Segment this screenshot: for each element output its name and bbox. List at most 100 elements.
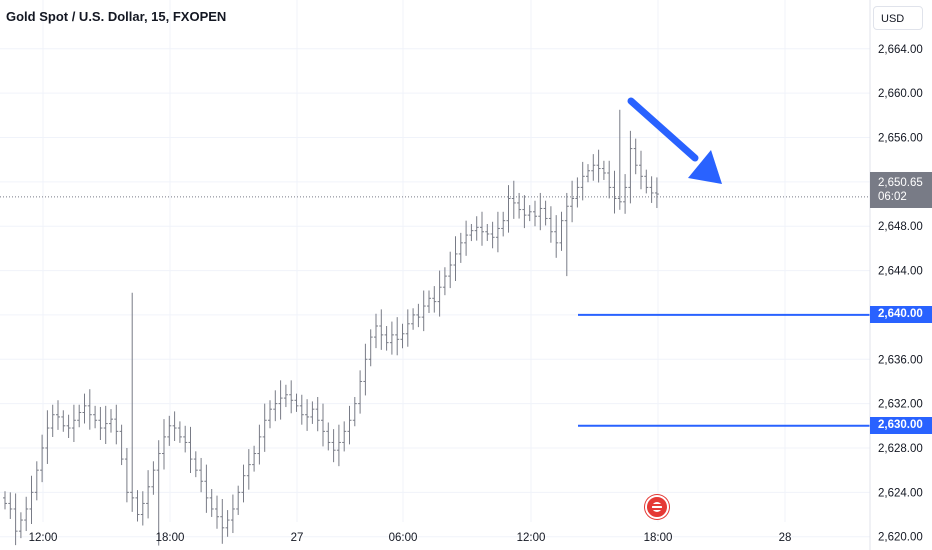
level-badge-2630[interactable]: 2,630.00	[870, 417, 932, 435]
ohlc-bar	[495, 211, 500, 253]
ohlc-bar	[305, 399, 310, 431]
horizontal-levels[interactable]	[578, 313, 870, 427]
ohlc-bar	[50, 404, 55, 438]
us-flag-icon[interactable]	[645, 495, 669, 519]
ohlc-bar	[103, 405, 108, 444]
time-axis[interactable]: 12:00 18:00 27 06:00 12:00 18:00 28	[29, 532, 792, 544]
ohlc-bar	[480, 211, 484, 246]
ohlc-bar	[299, 394, 304, 425]
ohlc-bar	[580, 161, 585, 201]
ohlc-bar	[649, 176, 654, 203]
ohlc-bar	[29, 475, 34, 524]
ohlc-bar	[241, 464, 246, 503]
ohlc-bar	[543, 200, 548, 226]
symbol-title: Gold Spot / U.S. Dollar, 15, FXOPEN	[6, 9, 227, 24]
ohlc-bar	[130, 292, 135, 512]
ohlc-bar	[315, 396, 320, 432]
ohlc-bar	[215, 495, 219, 529]
x-tick-label: 18:00	[156, 532, 185, 544]
ohlc-bar	[109, 409, 113, 433]
ohlc-bar	[119, 424, 124, 466]
ohlc-bars	[3, 109, 659, 546]
ohlc-bar	[347, 405, 352, 445]
y-tick-label: 2,644.00	[878, 266, 923, 278]
ohlc-bar	[400, 323, 405, 349]
ohlc-bar	[389, 321, 394, 355]
ohlc-bar	[162, 419, 166, 470]
x-tick-label: 12:00	[517, 532, 546, 544]
ohlc-bar	[93, 405, 98, 429]
price-axis[interactable]: 2,664.002,660.002,656.002,652.002,648.00…	[878, 44, 923, 544]
currency-button[interactable]: USD	[873, 6, 923, 30]
ohlc-bar	[252, 445, 257, 472]
ohlc-bar	[559, 211, 564, 251]
ohlc-bar	[421, 290, 426, 332]
x-tick-label: 18:00	[644, 532, 673, 544]
ohlc-bar	[257, 424, 262, 465]
ohlc-bar	[464, 220, 469, 256]
down-right-arrow-icon[interactable]	[627, 97, 722, 184]
ohlc-bar	[172, 411, 177, 441]
level-badge-2640[interactable]: 2,640.00	[870, 306, 932, 324]
ohlc-bar	[114, 404, 119, 445]
ohlc-bar	[151, 461, 156, 495]
ohlc-bar	[490, 221, 495, 249]
ohlc-bar	[474, 216, 479, 241]
x-tick-label: 27	[291, 532, 304, 544]
y-tick-label: 2,624.00	[878, 487, 923, 499]
ohlc-bar	[246, 449, 251, 490]
ohlc-bar	[469, 223, 474, 242]
ohlc-bar	[13, 493, 18, 546]
ohlc-bar	[289, 380, 294, 414]
ohlc-bar	[432, 286, 437, 313]
y-tick-label: 2,656.00	[878, 133, 923, 145]
current-price-badge: 2,650.65 06:02	[870, 172, 932, 208]
ohlc-bar	[358, 370, 363, 414]
ohlc-bar	[506, 185, 511, 233]
ohlc-bar	[124, 447, 129, 503]
ohlc-bar	[374, 313, 378, 349]
ohlc-bar	[199, 457, 204, 493]
ohlc-bar	[511, 180, 516, 219]
ohlc-bar	[193, 451, 198, 478]
ohlc-bar	[617, 109, 622, 210]
y-tick-label: 2,664.00	[878, 44, 923, 56]
y-tick-label: 2,648.00	[878, 221, 923, 233]
ohlc-bar	[501, 211, 506, 237]
ohlc-bar	[135, 490, 140, 522]
ohlc-bar	[548, 206, 553, 243]
ohlc-bar	[45, 410, 50, 464]
y-tick-label: 2,628.00	[878, 443, 923, 455]
current-price-label: 2,650.65	[878, 177, 923, 189]
ohlc-bar	[140, 491, 145, 526]
ohlc-bar	[87, 389, 92, 430]
ohlc-bar	[575, 177, 580, 208]
ohlc-bar	[442, 267, 447, 296]
ohlc-bar	[82, 393, 87, 424]
ohlc-bar	[538, 192, 543, 231]
ohlc-bar	[352, 396, 357, 427]
ohlc-bar	[225, 510, 230, 537]
y-tick-label: 2,632.00	[878, 399, 923, 411]
ohlc-bar	[283, 384, 288, 408]
y-tick-label: 2,620.00	[878, 532, 923, 544]
ohlc-bar	[416, 303, 421, 328]
ohlc-bar	[628, 130, 633, 204]
ohlc-bar	[321, 403, 325, 447]
ohlc-bar	[607, 160, 612, 199]
ohlc-bar	[98, 406, 103, 440]
ohlc-bar	[183, 425, 188, 453]
ohlc-bar	[8, 492, 13, 519]
ohlc-bar	[24, 496, 29, 532]
ohlc-bar	[294, 393, 299, 412]
ohlc-bar	[639, 150, 643, 190]
ohlc-bar	[427, 290, 431, 314]
ohlc-bar	[230, 494, 235, 534]
ohlc-bar	[411, 308, 416, 330]
ohlc-bar	[3, 491, 7, 510]
ohlc-bar	[533, 200, 537, 227]
ohlc-bar	[342, 421, 347, 452]
ohlc-bar	[167, 415, 172, 446]
ohlc-bar	[405, 309, 410, 347]
